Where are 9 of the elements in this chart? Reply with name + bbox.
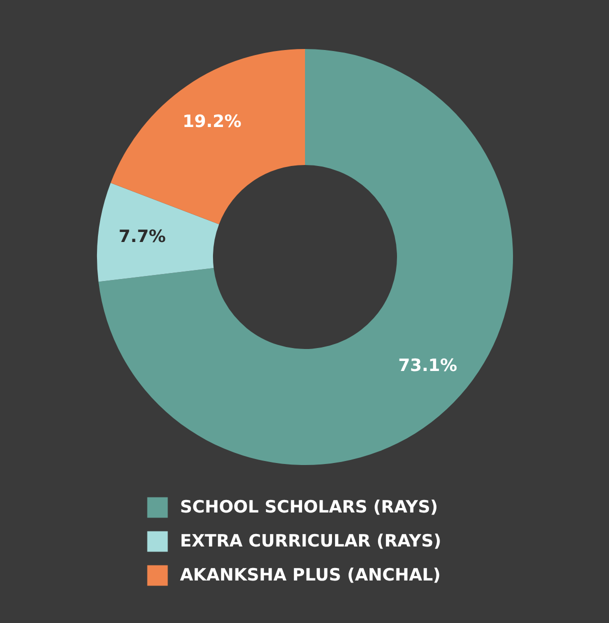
legend-label: AKANKSHA PLUS (ANCHAL): [180, 566, 441, 586]
donut-slice: [110, 49, 305, 224]
data-label: 7.7%: [118, 226, 166, 247]
data-label: 19.2%: [182, 112, 242, 132]
donut-slice: [98, 49, 513, 465]
legend-label: EXTRA CURRICULAR (RAYS): [180, 532, 442, 552]
data-label: 73.1%: [398, 356, 458, 376]
legend-label: SCHOOL SCHOLARS (RAYS): [180, 498, 438, 518]
donut-slice: [97, 182, 220, 282]
